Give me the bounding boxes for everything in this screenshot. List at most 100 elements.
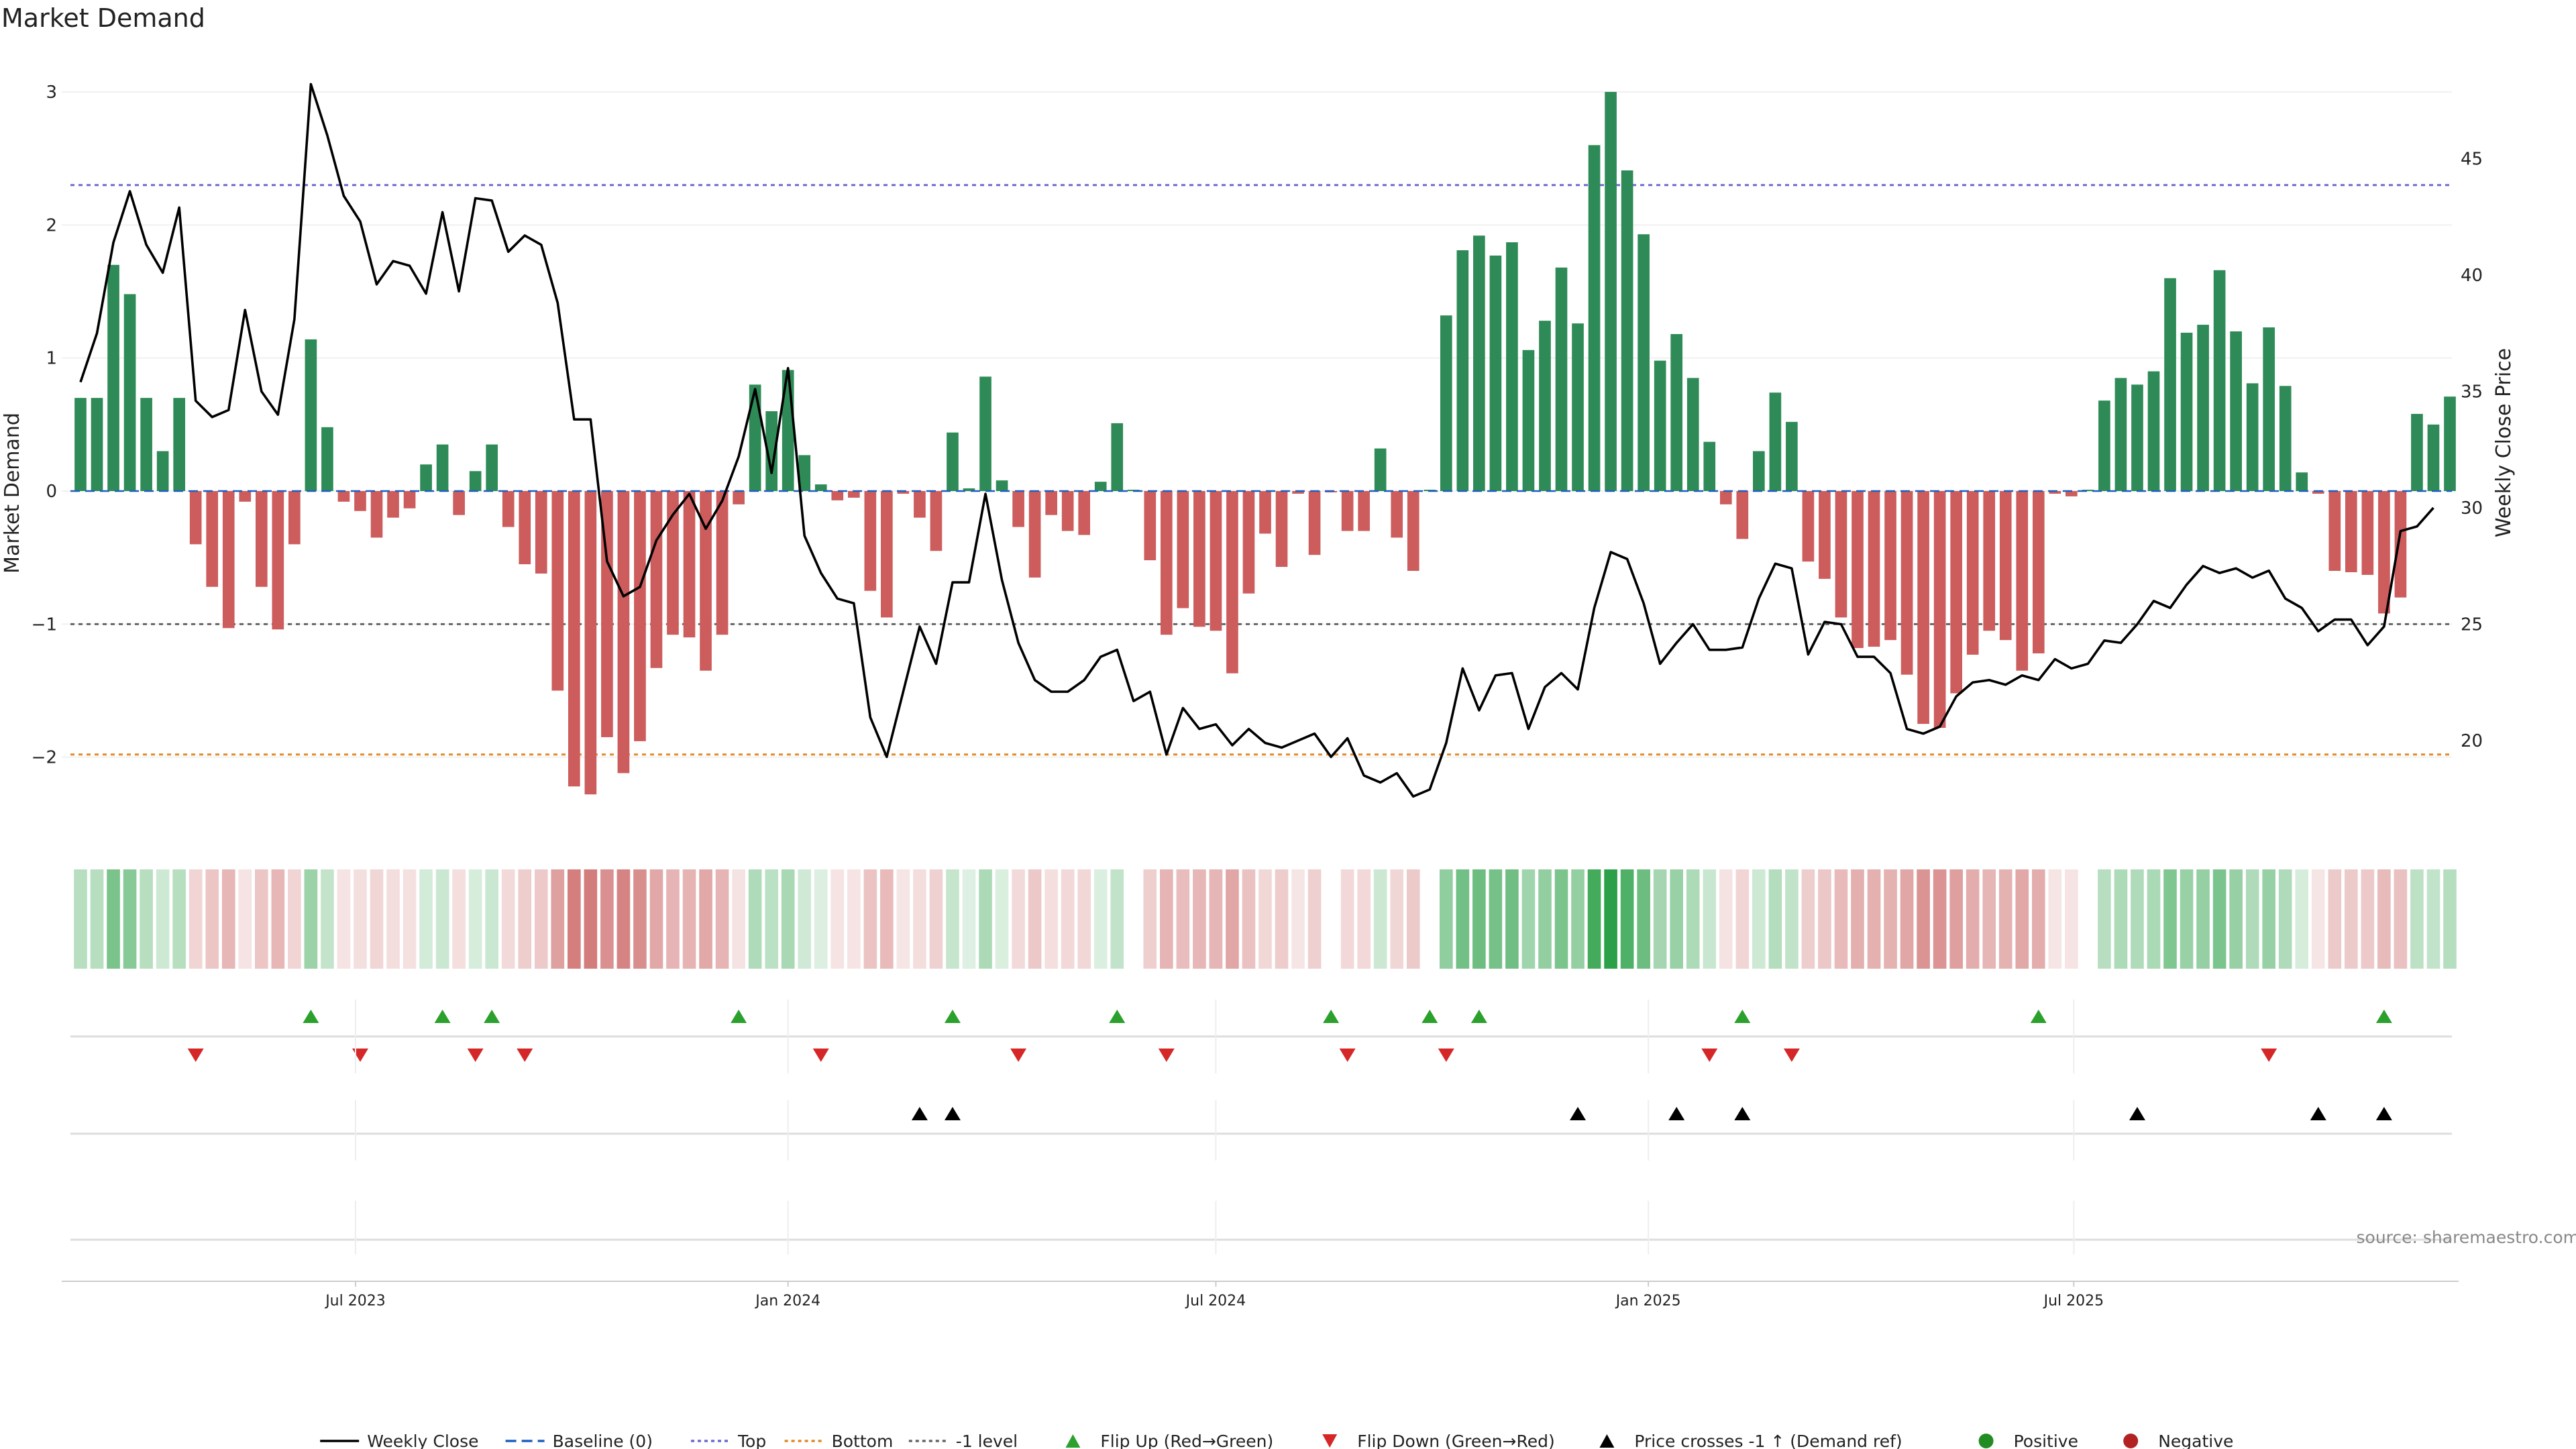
heat-cell (584, 869, 598, 969)
demand-bar (683, 491, 696, 638)
heat-cell (1703, 869, 1717, 969)
heat-cell (1176, 869, 1190, 969)
demand-bar (2197, 325, 2209, 491)
legend-item: Bottom (784, 1432, 894, 1449)
heat-cell (205, 869, 219, 969)
demand-bar (2016, 491, 2029, 671)
demand-bar (617, 491, 630, 773)
heat-cell (238, 869, 252, 969)
demand-bar (140, 398, 152, 491)
demand-bar (1539, 321, 1551, 491)
heat-cell (1982, 869, 1996, 969)
heat-cell (568, 869, 581, 969)
demand-bar (403, 491, 416, 508)
demand-bar (1786, 421, 1798, 491)
heat-cell (1686, 869, 1700, 969)
heat-cell (288, 869, 301, 969)
demand-bar (255, 491, 268, 587)
heat-cell (649, 869, 663, 969)
heat-cell (386, 869, 400, 969)
cross-marker (944, 1107, 961, 1120)
demand-bar (1983, 491, 1996, 631)
heat-cell (1439, 869, 1453, 969)
heat-cell (419, 869, 433, 969)
heat-cell (2229, 869, 2243, 969)
demand-bar (2230, 331, 2242, 491)
legend-label: Bottom (832, 1432, 894, 1449)
heat-cell (254, 869, 268, 969)
heat-cell (699, 869, 712, 969)
lower-panels-vertical-grid (354, 1000, 2075, 1254)
demand-bar (584, 491, 597, 795)
flip-down-marker (1701, 1049, 1718, 1062)
demand-bar (91, 398, 103, 491)
heat-cell (1291, 869, 1305, 969)
weekly-close-line (79, 83, 2434, 798)
demand-bar (2180, 332, 2193, 491)
date-tick-label: Jan 2024 (754, 1293, 820, 1309)
right-tick-label: 45 (2461, 150, 2483, 170)
demand-bar (1440, 315, 1452, 491)
flip-up-marker (1109, 1010, 1126, 1023)
demand-bar (733, 491, 745, 504)
heat-cell (321, 869, 334, 969)
heat-cell (863, 869, 877, 969)
heat-cell (1456, 869, 1470, 969)
heat-cell (2345, 869, 2358, 969)
demand-bar (930, 491, 943, 551)
demand-bar (2147, 371, 2160, 491)
heat-cell (2262, 869, 2275, 969)
flip-down-marker (352, 1049, 368, 1062)
heat-cell (666, 869, 680, 969)
legend-label: Positive (2014, 1432, 2078, 1449)
heat-cell (616, 869, 631, 969)
demand-bar (1177, 491, 1189, 608)
demand-bar (1670, 333, 1683, 491)
demand-bar (1900, 491, 1913, 675)
flip-up-marker (731, 1010, 747, 1023)
legend-item: Price crosses -1 ↑ (Demand ref) (1599, 1432, 1902, 1449)
heat-cell (2426, 869, 2440, 969)
heat-cell (1143, 869, 1157, 969)
demand-bar (1572, 323, 1584, 491)
heat-cell (798, 869, 812, 969)
right-tick-label: 20 (2461, 731, 2483, 751)
flip-down-marker (2261, 1049, 2277, 1062)
left-tick-label: −2 (32, 748, 57, 768)
demand-bar (288, 491, 301, 545)
heat-cell (1620, 869, 1634, 969)
heat-cell (1242, 869, 1256, 969)
demand-bar (337, 491, 350, 502)
legend-item: Baseline (0) (505, 1432, 653, 1449)
left-tick-label: −1 (32, 614, 57, 635)
demand-bar (1456, 250, 1469, 491)
demand-bar (1308, 491, 1321, 555)
heat-cell (551, 869, 565, 969)
heat-cell (1834, 869, 1848, 969)
demand-bar (1950, 491, 1962, 694)
heat-cell (1670, 869, 1683, 969)
demand-bar (2065, 491, 2078, 496)
demand-bar (1999, 491, 2012, 641)
date-tick-label: Jul 2025 (2043, 1293, 2104, 1309)
heat-cell (847, 869, 861, 969)
heat-cell (1307, 869, 1322, 969)
demand-bar (1111, 423, 1124, 491)
demand-bar (1161, 491, 1173, 635)
heat-cell (2147, 869, 2161, 969)
chart-title: Market Demand (1, 3, 205, 33)
date-tick-label: Jan 2025 (1615, 1293, 1681, 1309)
flip-down-marker (1438, 1049, 1454, 1062)
demand-bar (634, 491, 646, 741)
demand-bar (1061, 491, 1074, 531)
flip-up-marker (1470, 1010, 1487, 1023)
demand-bar (206, 491, 219, 587)
demand-bar (2361, 491, 2374, 575)
demand-bar (551, 491, 564, 691)
heat-cell (633, 869, 647, 969)
demand-bar (831, 491, 844, 500)
demand-bar (2378, 491, 2390, 614)
heat-cell (1340, 869, 1354, 969)
heat-cell (370, 869, 384, 969)
heat-cell (1226, 869, 1239, 969)
